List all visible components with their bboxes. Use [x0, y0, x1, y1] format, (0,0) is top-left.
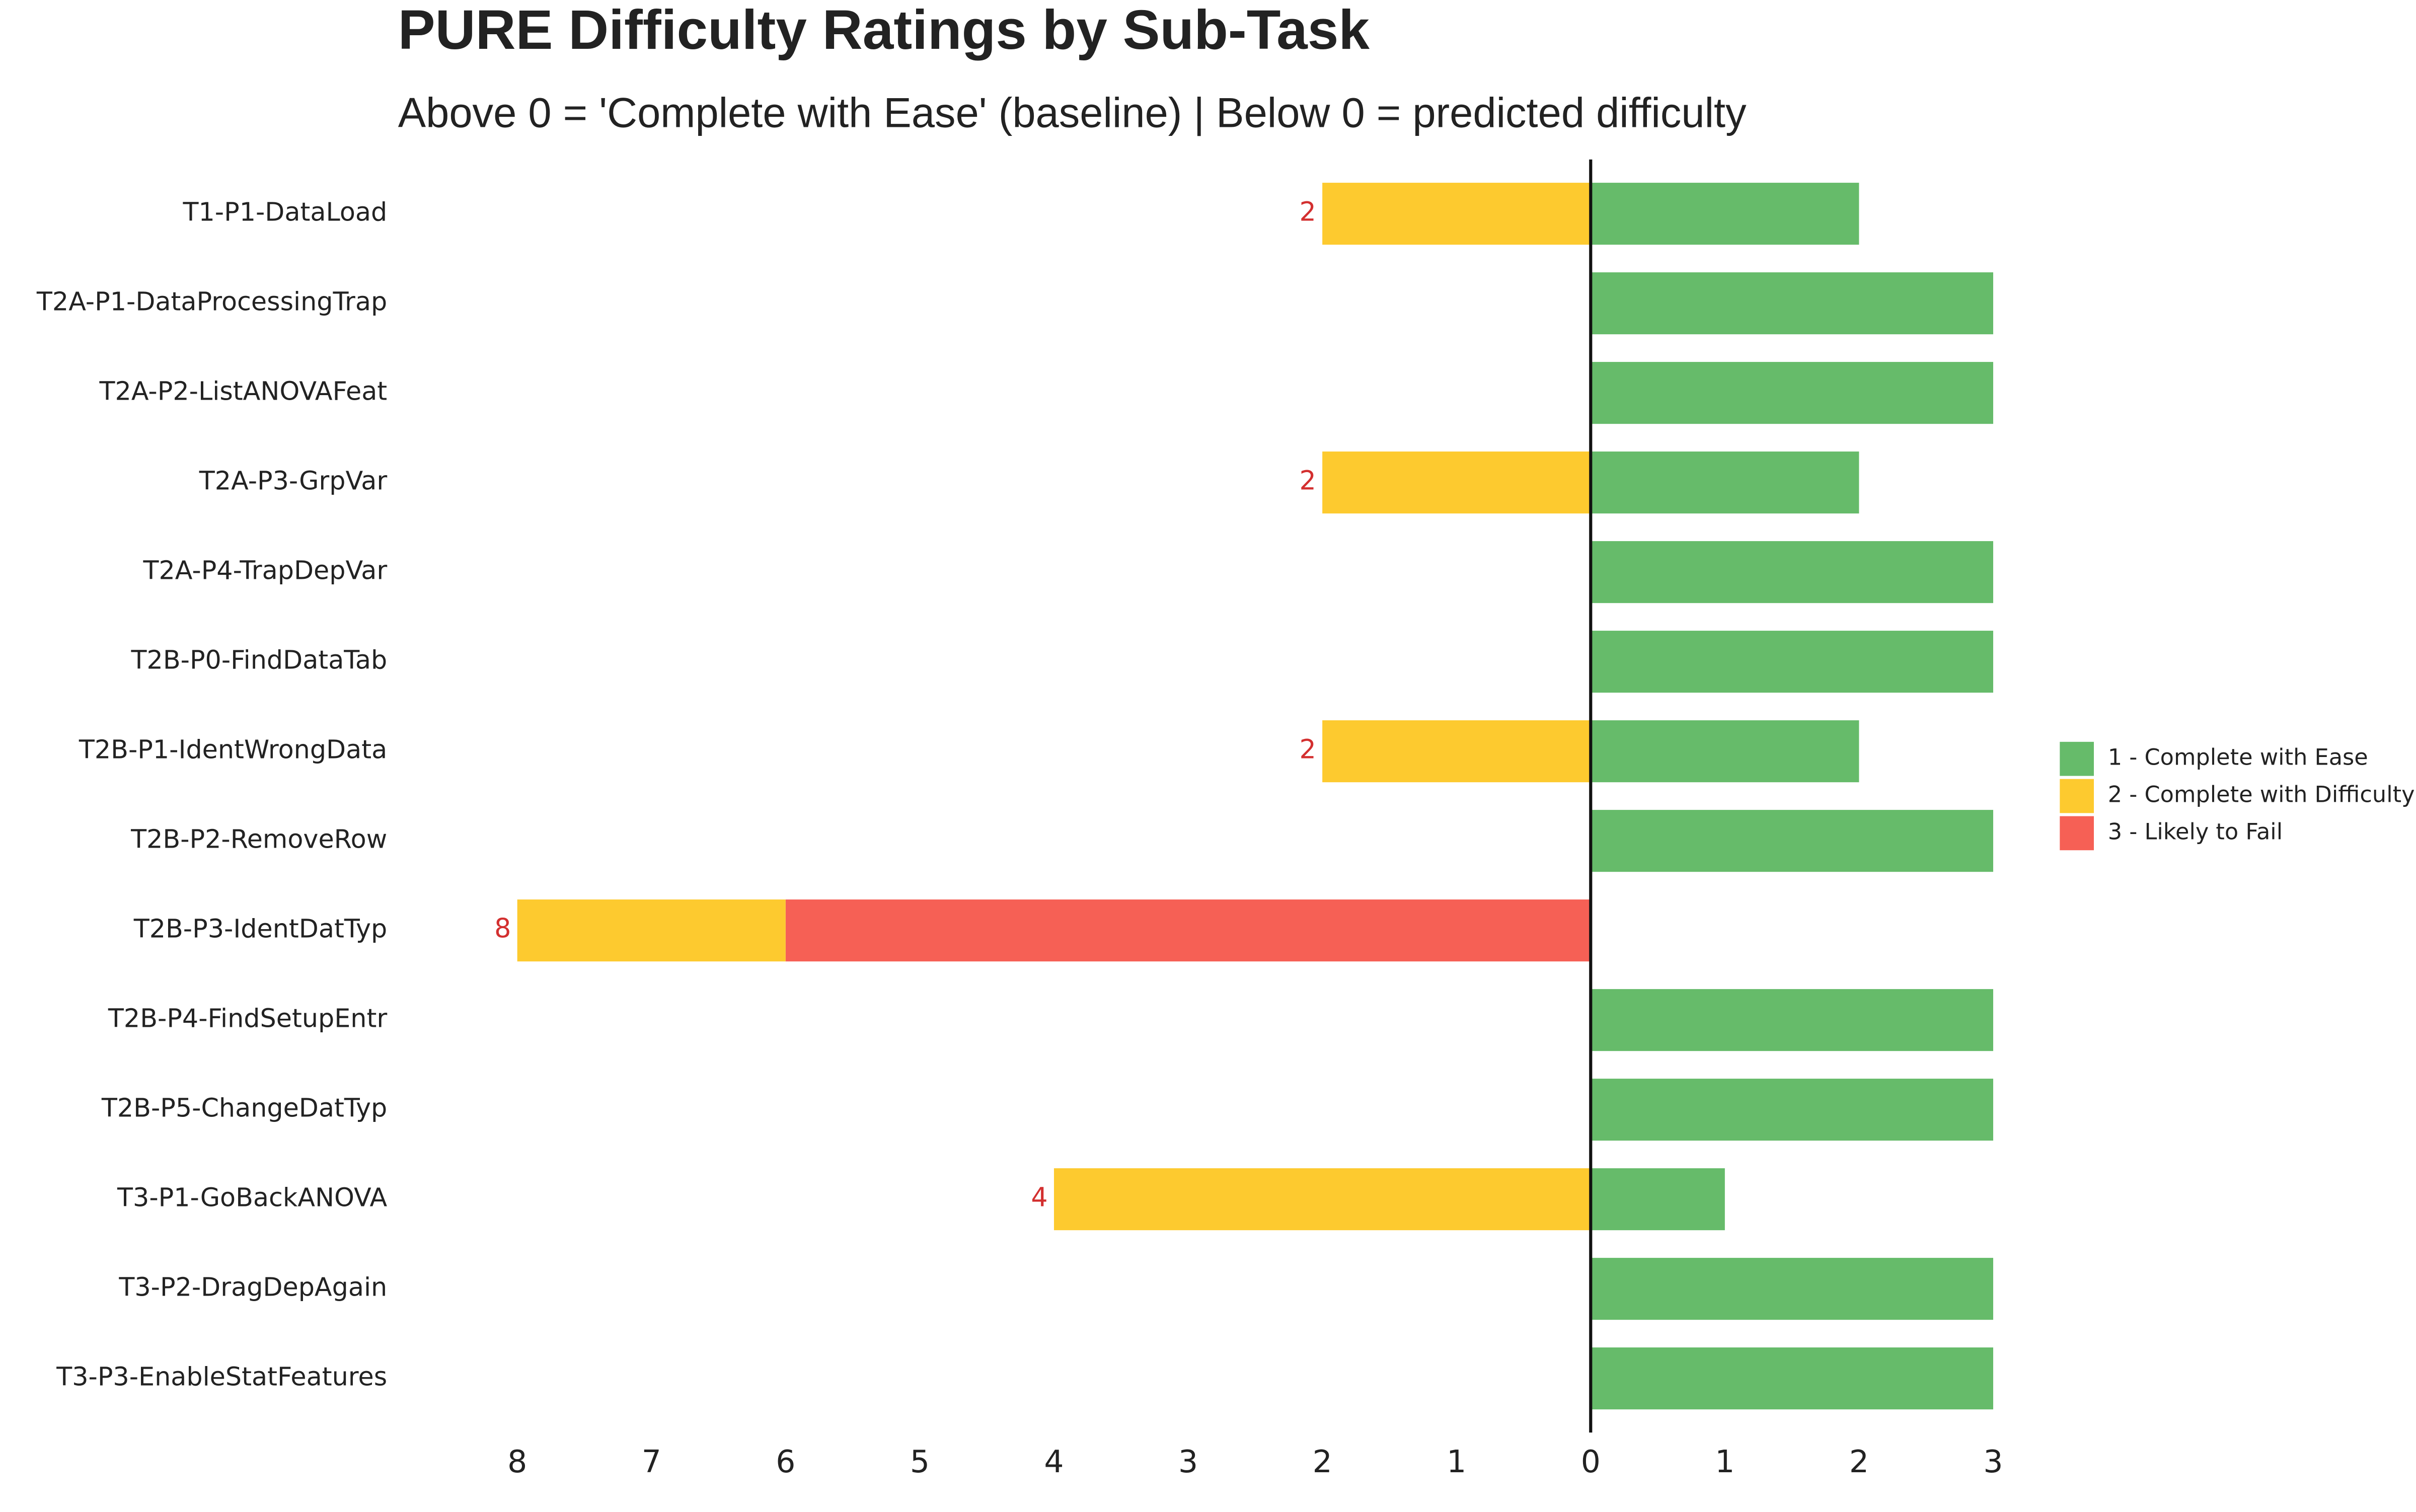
x-tick-label: 1: [1447, 1444, 1466, 1480]
y-tick-label: T2B-P3-IdentDatTyp: [133, 914, 388, 944]
x-tick-label: 0: [1581, 1444, 1601, 1480]
bar: [1053, 1168, 1591, 1231]
x-tick-label: 7: [642, 1444, 661, 1480]
legend-label: 3 - Likely to Fail: [2108, 818, 2283, 845]
x-tick-label: 4: [1044, 1444, 1064, 1480]
bar: [1591, 720, 1859, 783]
x-tick-label: 2: [1849, 1444, 1869, 1480]
bar: [1322, 183, 1591, 245]
y-tick-label: T2B-P5-ChangeDatTyp: [101, 1093, 387, 1123]
bar: [1591, 362, 1993, 424]
y-tick-label: T2A-P1-DataProcessingTrap: [36, 287, 387, 317]
y-tick-label: T3-P1-GoBackANOVA: [117, 1183, 387, 1213]
y-tick-label: T2A-P4-TrapDepVar: [142, 556, 387, 585]
y-tick-label: T2B-P1-IdentWrongData: [79, 735, 387, 765]
total-label: 4: [1031, 1182, 1047, 1213]
total-label: 2: [1300, 197, 1316, 228]
bar: [1591, 183, 1859, 245]
bar: [1591, 989, 1993, 1051]
bar: [785, 899, 1591, 962]
bar: [1591, 1347, 1993, 1410]
y-tick-label: T2B-P4-FindSetupEntr: [108, 1004, 387, 1033]
y-tick-label: T3-P3-EnableStatFeatures: [56, 1362, 387, 1392]
total-label: 2: [1300, 466, 1316, 496]
x-tick-label: 1: [1715, 1444, 1734, 1480]
y-tick-label: T2B-P2-RemoveRow: [130, 824, 387, 854]
y-tick-label: T3-P2-DragDepAgain: [118, 1272, 387, 1302]
total-label: 8: [494, 914, 511, 944]
bar: [1591, 810, 1993, 872]
legend-label: 1 - Complete with Ease: [2108, 744, 2368, 771]
x-tick-label: 5: [910, 1444, 930, 1480]
bar: [1591, 541, 1993, 603]
legend-swatch: [2060, 741, 2094, 776]
legend-swatch: [2060, 816, 2094, 851]
x-tick-label: 6: [776, 1444, 795, 1480]
total-label: 2: [1300, 734, 1316, 765]
bar: [1322, 720, 1591, 783]
x-tick-label: 3: [1178, 1444, 1198, 1480]
x-tick-label: 8: [507, 1444, 527, 1480]
bar: [1322, 451, 1591, 514]
bar: [1591, 1079, 1993, 1141]
bar: [517, 899, 786, 962]
bar: [1591, 1258, 1993, 1320]
bar: [1591, 451, 1859, 514]
x-tick-label: 2: [1313, 1444, 1332, 1480]
x-tick-label: 3: [1983, 1444, 2003, 1480]
chart-title: PURE Difficulty Ratings by Sub-Task: [398, 0, 1370, 61]
chart-subtitle: Above 0 = 'Complete with Ease' (baseline…: [398, 90, 1747, 136]
legend-swatch: [2060, 779, 2094, 813]
y-tick-label: T2A-P3-GrpVar: [199, 466, 388, 496]
bar: [1591, 272, 1993, 335]
bar: [1591, 1168, 1725, 1231]
y-tick-label: T2A-P2-ListANOVAFeat: [99, 376, 388, 406]
y-tick-label: T2B-P0-FindDataTab: [131, 645, 388, 675]
bar: [1591, 631, 1993, 693]
legend-label: 2 - Complete with Difficulty: [2108, 782, 2415, 808]
y-tick-label: T1-P1-DataLoad: [182, 197, 387, 227]
